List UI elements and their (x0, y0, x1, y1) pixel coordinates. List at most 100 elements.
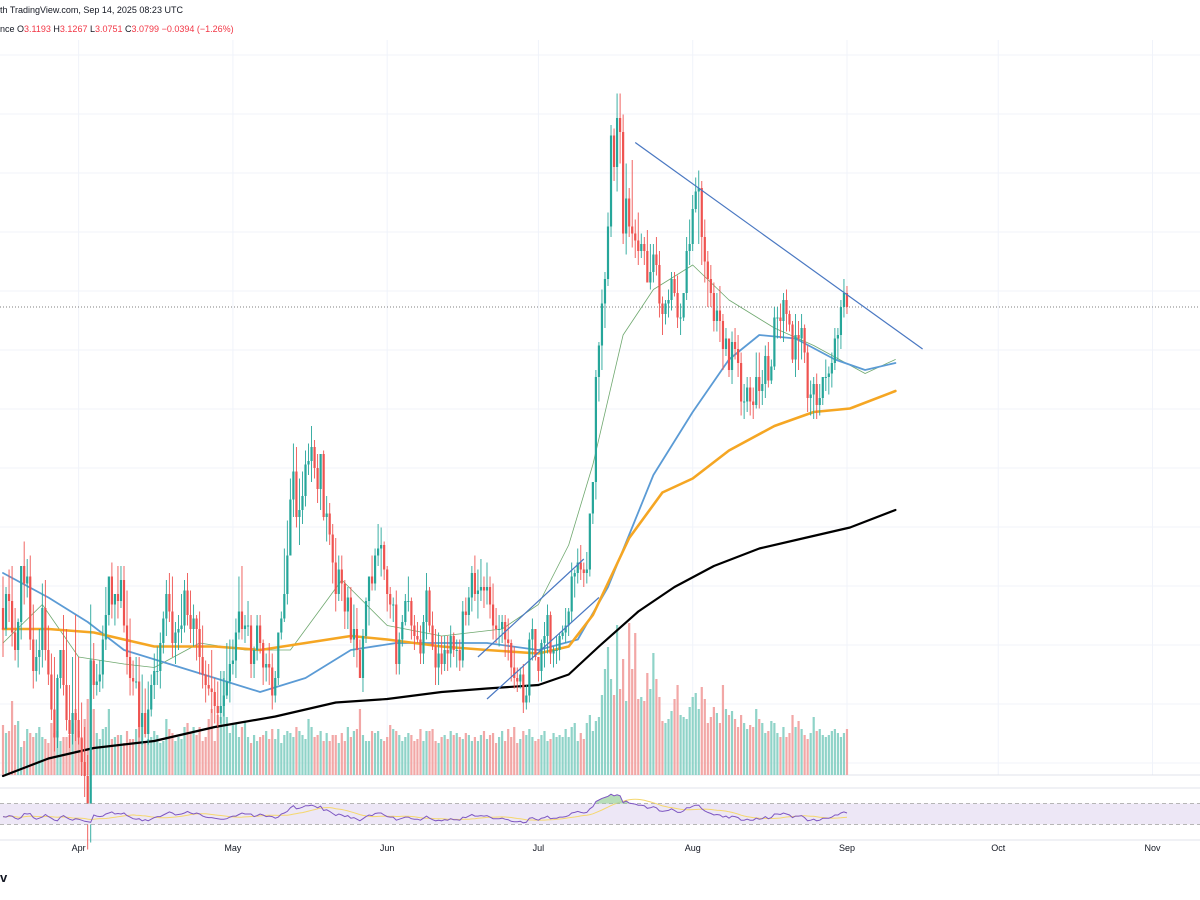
volume-bar (216, 715, 219, 775)
volume-bar (370, 731, 374, 775)
rsi-band (0, 803, 1200, 825)
candle-body (150, 685, 153, 710)
candle-body (709, 279, 712, 293)
volume-bar (727, 715, 731, 775)
volume-bar (740, 715, 743, 775)
volume-bar (606, 647, 610, 775)
candle-body (26, 576, 29, 584)
volume-bar (491, 733, 495, 775)
candle-body (740, 363, 743, 402)
close-label: C (125, 24, 132, 34)
candle-body (234, 632, 238, 661)
volume-bar (476, 741, 480, 775)
volume-bar (821, 735, 824, 775)
volume-bar (23, 741, 26, 775)
month-label-aug: Aug (685, 843, 701, 853)
candle-body (337, 569, 340, 594)
candle-body (673, 279, 676, 293)
volume-bar (770, 721, 773, 775)
candle-body (824, 377, 827, 378)
candle-body (546, 615, 549, 636)
candle-body (715, 310, 718, 321)
volume-bar (688, 707, 691, 775)
candle-body (488, 587, 492, 605)
volume-bar (334, 735, 337, 775)
candle-body (591, 482, 594, 514)
volume-bar (68, 735, 71, 775)
candle-body (86, 776, 89, 815)
candle-body (334, 562, 337, 594)
candle-body (461, 611, 464, 661)
volume-bar (144, 741, 147, 775)
volume-bar (724, 709, 728, 775)
volume-bar (259, 737, 262, 775)
volume-bar (231, 725, 234, 775)
candle-body (603, 279, 607, 304)
volume-bar (340, 733, 343, 775)
volume-bar (779, 737, 782, 775)
candle-body (95, 681, 98, 685)
candle-body (56, 678, 59, 738)
volume-bar (29, 733, 32, 775)
volume-bar (198, 727, 201, 775)
candle-body (307, 461, 310, 465)
month-label-apr: Apr (72, 843, 86, 853)
candle-body (646, 251, 649, 283)
candle-body (80, 737, 83, 762)
candle-body (104, 615, 107, 640)
candle-body (612, 135, 616, 167)
symbol-fragment: nce (0, 24, 15, 34)
candle-body (240, 611, 244, 629)
candle-body (262, 643, 265, 668)
ohlc-legend: nce O3.1193 H3.1267 L3.0751 C3.0799 −0.0… (0, 24, 234, 34)
volume-bar (171, 733, 174, 775)
volume-bar (597, 717, 601, 775)
volume-bar (367, 741, 371, 775)
volume-bar (488, 735, 492, 775)
volume-bar (98, 739, 101, 775)
candle-body (180, 625, 183, 629)
volume-bar (706, 723, 709, 775)
candle-body (201, 657, 204, 675)
volume-bar (609, 679, 613, 775)
rsi-line (2, 793, 848, 824)
candle-body (116, 594, 120, 601)
candle-body (746, 387, 749, 402)
candle-body (800, 328, 803, 339)
volume-bar (525, 735, 528, 775)
month-label-may: May (224, 843, 242, 853)
candle-body (271, 667, 274, 696)
volume-bar (283, 735, 286, 775)
candle-body (676, 293, 679, 318)
candle-body (98, 674, 101, 682)
volume-bar (552, 733, 555, 775)
volume-bar (380, 739, 383, 775)
candle-body (567, 611, 570, 626)
volume-bar (147, 739, 150, 775)
candle-body (652, 254, 655, 272)
candle-body (65, 685, 68, 720)
candle-body (316, 468, 319, 489)
volume-bar (682, 717, 685, 775)
trendline (477, 558, 585, 658)
candle-body (4, 594, 8, 629)
candle-body (1, 608, 5, 629)
candle-body (519, 674, 522, 682)
volume-bar (755, 709, 758, 775)
candle-body (222, 695, 225, 706)
volume-bar (721, 685, 725, 775)
candle-body (156, 671, 159, 672)
volume-bar (56, 731, 59, 775)
volume-bar (162, 741, 165, 775)
candle-body (358, 650, 362, 678)
volume-bar (174, 741, 177, 775)
candle-body (59, 650, 62, 678)
volume-bars (1, 623, 849, 775)
candle-body (833, 338, 836, 363)
candle-body (585, 569, 588, 573)
candle-body (29, 576, 32, 640)
candle-body (797, 335, 800, 339)
candle-body (237, 611, 241, 633)
volume-bar (310, 727, 313, 775)
